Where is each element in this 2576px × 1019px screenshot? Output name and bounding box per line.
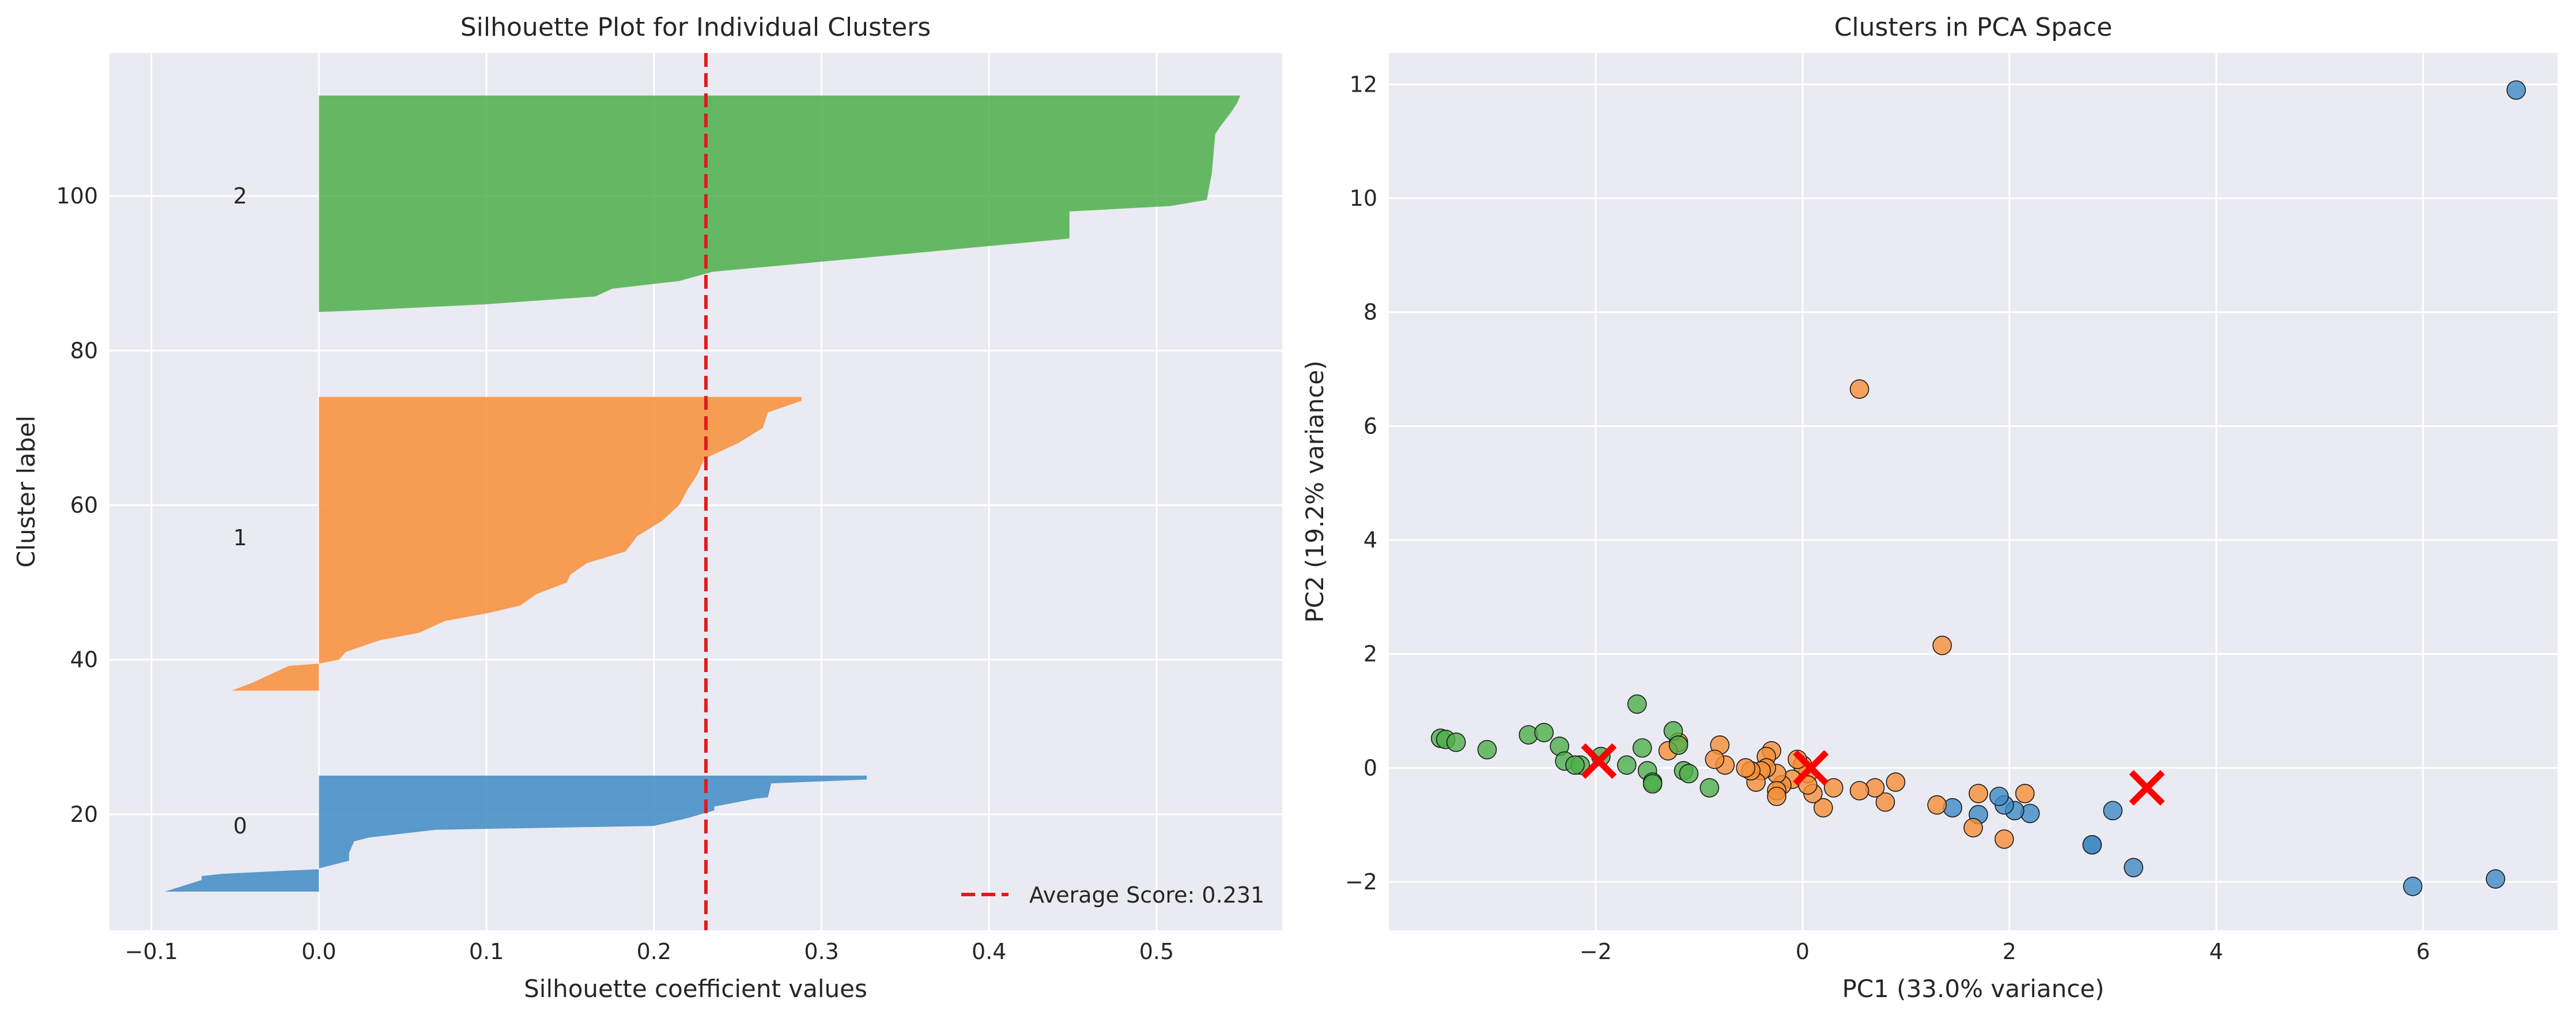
scatter-point-cluster-2 (1632, 738, 1652, 758)
silhouette-x-ticks: −0.1 0.0 0.1 0.2 0.3 0.4 0.5 (125, 939, 1174, 964)
x-tick-label: 4 (2209, 939, 2223, 964)
y-tick-label: 6 (1363, 413, 1377, 439)
y-tick-label: 20 (70, 802, 98, 827)
silhouette-y-ticks: 20 40 60 80 100 (56, 183, 98, 827)
scatter-point-cluster-1 (1705, 749, 1725, 769)
x-tick-label: 0.5 (1139, 939, 1174, 964)
cluster-label-0: 0 (233, 813, 247, 839)
scatter-point-cluster-1 (1823, 778, 1844, 798)
x-tick-label: 0.4 (972, 939, 1006, 964)
y-tick-label: 2 (1363, 641, 1377, 667)
legend: Average Score: 0.231 (961, 882, 1264, 908)
x-tick-label: −0.1 (125, 939, 178, 964)
scatter-point-cluster-1 (1767, 786, 1786, 806)
pca-points (1430, 80, 2526, 896)
scatter-point-cluster-1 (1932, 636, 1952, 655)
scatter-point-cluster-1 (1927, 795, 1947, 815)
centroid-markers (1581, 743, 2165, 806)
y-tick-label: 80 (70, 338, 98, 363)
scatter-point-cluster-2 (1627, 694, 1647, 714)
scatter-point-cluster-1 (1849, 781, 1869, 801)
scatter-point-cluster-1 (1995, 829, 2014, 849)
centroid-marker (2129, 770, 2165, 806)
x-tick-label: 6 (2416, 939, 2430, 964)
y-tick-label: 100 (56, 183, 98, 209)
scatter-point-cluster-1 (1849, 379, 1869, 399)
x-tick-label: 0 (1796, 939, 1810, 964)
silhouette-title: Silhouette Plot for Individual Clusters (460, 13, 931, 42)
scatter-point-cluster-2 (1679, 764, 1699, 784)
silhouette-areas (164, 95, 1241, 892)
scatter-point-cluster-2 (1534, 723, 1554, 742)
scatter-point-cluster-0 (2403, 877, 2423, 896)
silhouette-x-axis-label: Silhouette coefficient values (524, 975, 867, 1003)
x-tick-label: 0.1 (469, 939, 504, 964)
scatter-point-cluster-1 (1736, 758, 1755, 778)
x-tick-label: 0.3 (804, 939, 838, 964)
pca-panel: −2 0 2 4 6 −2 0 2 4 6 8 10 12 Clusters in PCA Space… (1301, 13, 2558, 1003)
scatter-point-cluster-2 (1616, 755, 1637, 775)
x-tick-label: −2 (1580, 939, 1612, 964)
scatter-point-cluster-2 (1477, 739, 1497, 760)
y-tick-label: 40 (70, 647, 98, 673)
cluster-label-2: 2 (233, 183, 247, 209)
silhouette-area-cluster-0 (164, 775, 867, 892)
scatter-point-cluster-0 (2486, 869, 2506, 889)
pca-title: Clusters in PCA Space (1834, 13, 2113, 42)
silhouette-y-axis-label: Cluster label (12, 416, 40, 568)
y-tick-label: 0 (1363, 755, 1377, 780)
scatter-point-cluster-0 (2103, 801, 2123, 821)
y-tick-label: 8 (1363, 300, 1377, 325)
scatter-point-cluster-0 (2082, 835, 2102, 855)
pca-y-axis-label: PC2 (19.2% variance) (1301, 360, 1329, 622)
y-tick-label: −2 (1345, 869, 1377, 895)
y-tick-label: 4 (1363, 527, 1377, 553)
scatter-point-cluster-0 (2506, 80, 2526, 100)
centroid-marker (1793, 750, 1829, 786)
cluster-label-1: 1 (233, 525, 247, 550)
legend-label-average: Average Score: 0.231 (1029, 882, 1264, 908)
scatter-point-cluster-1 (1813, 798, 1833, 818)
x-tick-label: 0.2 (637, 939, 671, 964)
y-tick-label: 12 (1350, 71, 1377, 97)
scatter-point-cluster-2 (1565, 755, 1585, 775)
pca-y-ticks: −2 0 2 4 6 8 10 12 (1345, 71, 1377, 895)
silhouette-area-cluster-2 (319, 95, 1241, 312)
y-tick-label: 60 (70, 492, 98, 518)
pca-x-axis-label: PC1 (33.0% variance) (1842, 975, 2104, 1003)
pca-x-ticks: −2 0 2 4 6 (1580, 939, 2430, 964)
scatter-point-cluster-1 (1875, 792, 1895, 812)
scatter-point-cluster-2 (1446, 733, 1466, 752)
scatter-point-cluster-1 (1969, 784, 1988, 803)
cluster-labels: 0 1 2 (233, 183, 247, 839)
silhouette-panel: −0.1 0.0 0.1 0.2 0.3 0.4 0.5 20 40 60 80 100 0 1 2 S… (12, 13, 1282, 1003)
scatter-point-cluster-1 (1963, 818, 1983, 837)
pca-plot-area (1389, 53, 2558, 930)
scatter-point-cluster-2 (1668, 735, 1689, 755)
x-tick-label: 0.0 (301, 939, 336, 964)
centroid-marker (1581, 743, 1617, 779)
x-tick-label: 2 (2003, 939, 2016, 964)
scatter-point-cluster-2 (1699, 778, 1720, 798)
y-tick-label: 10 (1350, 186, 1377, 211)
silhouette-area-cluster-1 (232, 397, 802, 691)
scatter-point-cluster-0 (2124, 858, 2143, 878)
scatter-point-cluster-1 (1798, 775, 1818, 795)
scatter-point-cluster-1 (1886, 772, 1906, 792)
scatter-point-cluster-2 (1642, 774, 1663, 794)
scatter-point-cluster-0 (1989, 786, 2009, 806)
scatter-point-cluster-1 (2015, 784, 2035, 803)
